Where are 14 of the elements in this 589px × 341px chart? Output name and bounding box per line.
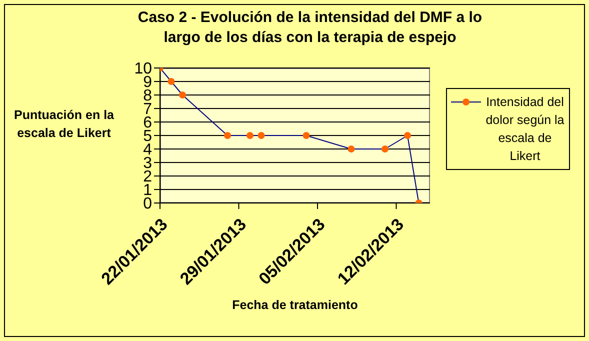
legend-label: Intensidad del dolor según la escala de Likert bbox=[484, 94, 566, 165]
point bbox=[179, 92, 186, 98]
point bbox=[404, 132, 411, 139]
point bbox=[246, 132, 254, 139]
point bbox=[382, 146, 388, 152]
chart-title: Caso 2 - Evolución de la intensidad del DMF a lo largo de los días con la terapia de espejo bbox=[136, 8, 484, 48]
point bbox=[258, 132, 265, 139]
y-axis-title: Puntuación en la escala de Likert bbox=[12, 107, 115, 142]
point bbox=[302, 132, 310, 139]
y-tick-label: 0 bbox=[143, 196, 152, 213]
point bbox=[348, 146, 355, 152]
point bbox=[224, 132, 231, 139]
point bbox=[168, 78, 175, 85]
x-axis-title: Fecha de tratamiento bbox=[231, 298, 359, 312]
